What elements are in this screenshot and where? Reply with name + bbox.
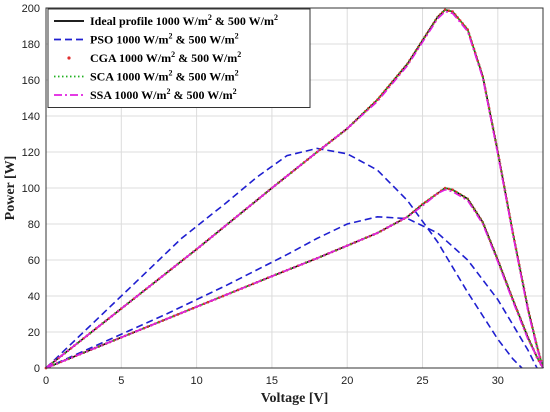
tick-labels: 0 5 10 15 20 25 30 0 20 40 60 80 100 120 140 160 180 200: [22, 3, 504, 387]
legend-entry-text: CGA 1000 W/m: [90, 51, 171, 65]
y-tick-label: 140: [22, 111, 40, 123]
legend-entry: SCA 1000 W/m2 & 500 W/m2: [90, 69, 239, 84]
y-tick-label: 200: [22, 3, 40, 15]
series-pso-500: [45, 215, 538, 369]
legend-entry-tail: & 500 W/m: [170, 88, 232, 102]
legend-entry-text: Ideal profile 1000 W/m: [90, 14, 208, 28]
legend-entry-sup: 2: [168, 32, 172, 41]
legend-entry: Ideal profile 1000 W/m2 & 500 W/m2: [90, 13, 278, 28]
legend-entry-tail: & 500 W/m: [172, 33, 234, 47]
legend-entry-sup: 2: [237, 50, 241, 59]
series-point: [376, 98, 379, 102]
series-point: [221, 294, 225, 298]
y-tick-label: 160: [22, 75, 40, 87]
y-tick-label: 0: [34, 363, 40, 375]
series-point: [456, 16, 459, 19]
y-tick-label: 60: [28, 255, 40, 267]
series-cga-500: [44, 186, 543, 370]
x-axis-label: Voltage [V]: [261, 391, 329, 406]
x-tick-label: 10: [190, 375, 202, 387]
legend-entry-text: PSO 1000 W/m: [90, 33, 168, 47]
legend-entry-text: SCA 1000 W/m: [90, 70, 168, 84]
y-axis-label: Power [W]: [3, 156, 18, 221]
series-point: [191, 307, 195, 310]
x-tick-label: 30: [492, 375, 504, 387]
x-tick-label: 20: [341, 375, 353, 387]
series-point: [318, 148, 322, 151]
legend-entry-sup: 2: [235, 69, 239, 78]
series-sca-500: [45, 187, 544, 369]
y-tick-label: 180: [22, 39, 40, 51]
legend-entry-tail: & 500 W/m: [212, 14, 274, 28]
legend-entry: CGA 1000 W/m2 & 500 W/m2: [90, 50, 241, 65]
y-tick-label: 120: [22, 147, 40, 159]
series-point: [466, 28, 469, 31]
series-lines: [44, 8, 544, 370]
x-tick-label: 5: [118, 375, 124, 387]
y-tick-label: 80: [28, 219, 40, 231]
legend-entry-sup: 2: [274, 13, 278, 22]
series-ssa-500: [45, 188, 544, 369]
y-tick-label: 40: [28, 291, 40, 303]
legend-entry-sup: 2: [235, 32, 239, 41]
legend-entry-text: SSA 1000 W/m: [90, 88, 166, 102]
legend-entry-sup: 2: [233, 87, 237, 96]
series-ideal-500: [45, 187, 544, 369]
plot-frame: [45, 7, 544, 369]
legend-entry-sup: 2: [171, 50, 175, 59]
legend-entry-sup: 2: [166, 87, 170, 96]
x-tick-label: 0: [43, 375, 49, 387]
legend-entry-sup: 2: [208, 13, 212, 22]
x-tick-label: 15: [266, 375, 278, 387]
series-point: [206, 300, 210, 304]
legend-entry-tail: & 500 W/m: [175, 51, 237, 65]
legend-swatch: [67, 56, 71, 60]
legend-entry: SSA 1000 W/m2 & 500 W/m2: [90, 87, 237, 102]
y-tick-label: 20: [28, 327, 40, 339]
legend-entry-tail: & 500 W/m: [172, 70, 234, 84]
x-tick-label: 25: [416, 375, 428, 387]
series-ssa-1000: [45, 10, 544, 369]
legend-dot: [67, 56, 71, 60]
y-tick-label: 100: [22, 183, 40, 195]
series-pso-1000: [45, 147, 523, 369]
legend-box: [47, 8, 311, 108]
legend-entry: PSO 1000 W/m2 & 500 W/m2: [90, 32, 239, 47]
legend-entry-sup: 2: [168, 69, 172, 78]
